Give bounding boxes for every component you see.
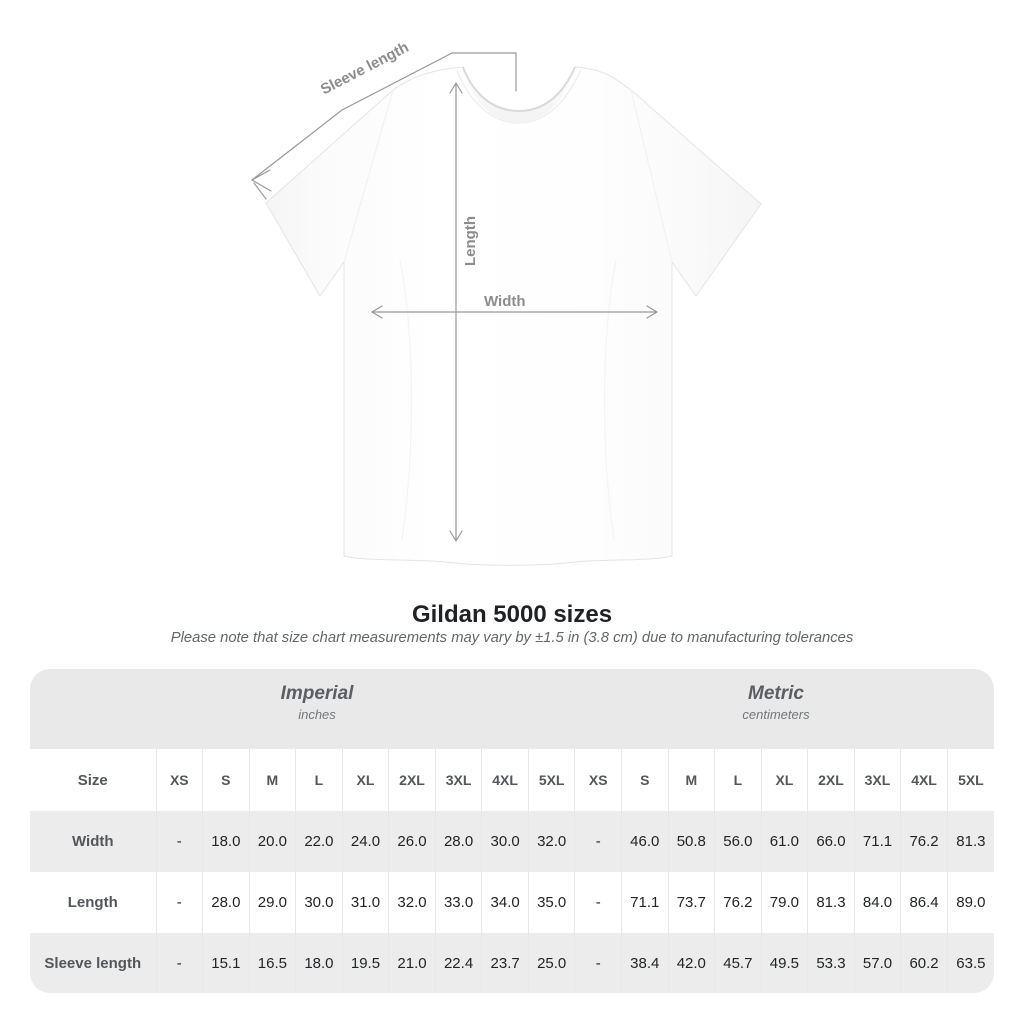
svg-text:Width: Width (484, 293, 526, 310)
